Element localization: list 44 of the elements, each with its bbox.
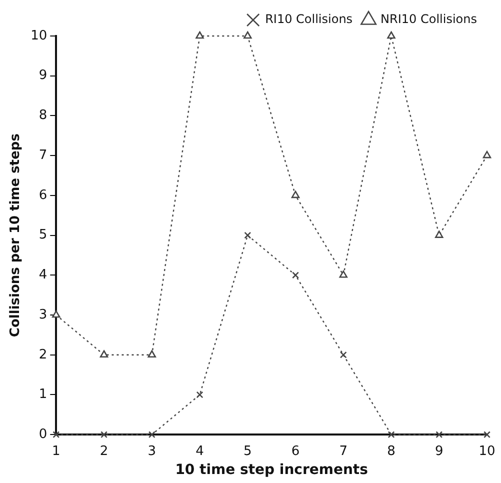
x-tick-label: 3: [148, 444, 156, 459]
y-tick-label: 0: [38, 426, 48, 442]
y-tick-label: 10: [30, 28, 48, 44]
point: [291, 190, 300, 198]
point: [484, 431, 490, 438]
x-tick-label: 2: [100, 444, 108, 459]
y-tick-label: 3: [38, 307, 48, 322]
x-tick-label: 4: [196, 444, 204, 459]
point: [339, 270, 348, 278]
x-tick-label: 9: [434, 444, 444, 459]
point: [100, 350, 108, 358]
point: [148, 350, 156, 358]
y-tick-label: 6: [38, 188, 48, 203]
point: [148, 431, 156, 438]
x-tick-label: 7: [339, 444, 348, 459]
y-tick-label: 5: [38, 228, 48, 243]
y-tick-label: 8: [38, 108, 48, 124]
point: [196, 31, 204, 39]
point: [244, 232, 252, 239]
point: [340, 351, 347, 358]
y-tick-label: 9: [38, 68, 48, 84]
x-tick-label: 10: [478, 444, 496, 459]
y-tick-label: 7: [38, 148, 48, 163]
point: [388, 431, 395, 438]
point: [436, 431, 443, 438]
y-tick-label: 2: [38, 347, 48, 362]
x-axis-title: 10 time step increments: [175, 462, 368, 478]
x-tick-label: 8: [387, 444, 396, 459]
point: [387, 31, 396, 39]
x-tick-label: 6: [291, 444, 300, 459]
legend-label: NRI10 Collisions: [380, 12, 478, 26]
point: [244, 31, 252, 39]
point: [196, 391, 204, 398]
x-tick-label: 1: [52, 444, 60, 459]
x-tick-label: 5: [243, 444, 252, 459]
y-tick-label: 4: [38, 268, 48, 283]
y-tick-label: 1: [38, 387, 48, 402]
point: [292, 272, 299, 279]
point: [100, 431, 108, 438]
y-axis-title: Collisions per 10 time steps: [8, 133, 24, 338]
point: [435, 230, 444, 238]
point: [52, 431, 60, 438]
point: [482, 150, 492, 158]
legend-label: RI10 Collisions: [265, 12, 353, 26]
